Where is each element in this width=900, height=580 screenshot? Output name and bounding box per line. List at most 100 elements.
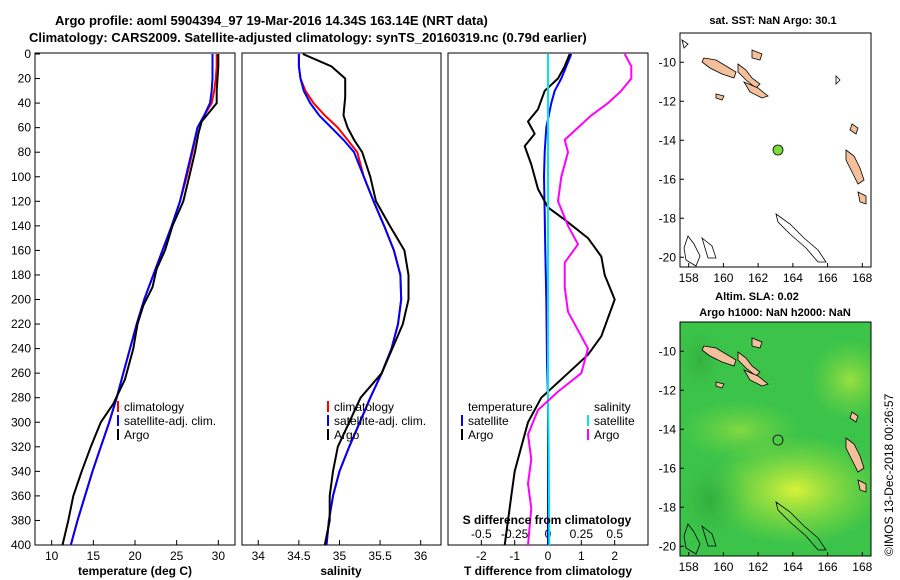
depth-tick-label: 380: [11, 513, 31, 527]
legend-salinity-satellite: satellite: [594, 414, 635, 428]
series-satellite-adj-clim-: [297, 54, 403, 546]
map-y-tick-label: -20: [659, 539, 677, 553]
x-tick-label: 1: [578, 549, 585, 563]
legend-temperature-argo: Argo: [468, 428, 494, 442]
x-tick-label: 10: [45, 549, 59, 563]
x-tick-label: 25: [170, 549, 184, 563]
s-tick-label: -0.5: [471, 527, 492, 541]
reef: [701, 524, 717, 547]
map-y-tick-label: -12: [659, 383, 677, 397]
map-y-tick-label: -10: [659, 55, 677, 69]
sla-low-region: [680, 450, 750, 550]
s-difference-label: S difference from climatology: [463, 513, 632, 527]
salinity-plot: 34 34.5 35 35.5 36: [252, 53, 428, 563]
series-salinity-satellite: [547, 54, 551, 546]
sst-map-land: [701, 49, 867, 205]
legend-satellite: satellite-adj. clim.: [334, 414, 426, 428]
depth-tick-label: 160: [11, 243, 31, 257]
x-tick-label: 15: [87, 549, 101, 563]
difference-xlabel: T difference from climatology: [464, 564, 632, 578]
map-x-tick-label: 166: [818, 271, 838, 285]
map-y-tick-label: -20: [659, 250, 677, 264]
map-y-tick-label: -14: [659, 422, 677, 436]
depth-tick-label: 100: [11, 170, 31, 184]
x-tick-label: 36: [414, 549, 428, 563]
reef: [683, 235, 701, 267]
depth-tick-label: 140: [11, 219, 31, 233]
island: [737, 351, 761, 377]
reef: [681, 39, 689, 49]
map-y-tick-label: -10: [659, 344, 677, 358]
island: [701, 57, 737, 79]
island: [743, 81, 769, 99]
map-x-tick-label: 164: [783, 271, 803, 285]
s-tick-label: 0.25: [570, 527, 594, 541]
island: [751, 49, 763, 61]
map-x-tick-label: 162: [748, 560, 768, 574]
salinity-legend: climatology satellite-adj. clim. Argo: [327, 400, 426, 442]
map-y-tick-label: -16: [659, 461, 677, 475]
legend-temperature-title: temperature: [468, 400, 533, 414]
x-tick-label: 35: [333, 549, 347, 563]
island: [845, 437, 865, 473]
depth-tick-label: 240: [11, 342, 31, 356]
sla-high-region: [680, 400, 800, 460]
legend-blue-swatch: [461, 415, 463, 426]
island: [743, 369, 769, 387]
legend-temperature-satellite: satellite: [468, 414, 509, 428]
legend-climatology: climatology: [124, 400, 184, 414]
island: [751, 337, 763, 349]
island: [849, 123, 859, 135]
sst-map-reefs: [681, 39, 841, 267]
legend-blue-swatch: [327, 415, 329, 426]
argo-position-marker-sla: [772, 434, 784, 446]
x-tick-label: 20: [128, 549, 142, 563]
map-y-tick-label: -14: [659, 133, 677, 147]
depth-tick-label: 300: [11, 415, 31, 429]
legend-cyan-swatch: [587, 415, 589, 426]
series-temperature-argo: [503, 53, 616, 546]
legend-salinity-title: salinity: [594, 400, 631, 414]
sla-map-frame: [679, 321, 872, 557]
map-x-tick-label: 160: [713, 560, 733, 574]
x-tick-label: 30: [212, 549, 226, 563]
legend-black-swatch: [327, 429, 329, 440]
s-tick-label: 0.5: [606, 527, 623, 541]
island: [701, 345, 737, 367]
title-line-1: Argo profile: aoml 5904394_97 19-Mar-201…: [55, 13, 488, 28]
legend-red-swatch: [327, 401, 329, 412]
island: [715, 93, 725, 101]
island: [715, 381, 725, 389]
island: [737, 63, 761, 89]
map-y-tick-label: -18: [659, 500, 677, 514]
map-y-tick-label: -16: [659, 172, 677, 186]
legend-climatology: climatology: [334, 400, 394, 414]
legend-red-swatch: [117, 401, 119, 412]
legend-black-swatch: [117, 429, 119, 440]
sla-high-region: [810, 340, 871, 420]
island: [857, 191, 867, 205]
island: [845, 149, 865, 185]
depth-tick-label: 20: [18, 72, 32, 86]
sst-map-title: sat. SST: NaN Argo: 30.1: [709, 15, 836, 27]
temperature-panel: [34, 52, 236, 546]
reef: [775, 501, 827, 551]
salinity-xlabel: salinity: [320, 564, 362, 578]
legend-argo: Argo: [124, 428, 150, 442]
title-line-2: Climatology: CARS2009. Satellite-adjuste…: [29, 30, 587, 45]
map-y-tick-label: -12: [659, 94, 677, 108]
temperature-xlabel: temperature (deg C): [78, 564, 192, 578]
depth-tick-label: 60: [18, 121, 32, 135]
reef: [683, 523, 701, 555]
depth-tick-label: 200: [11, 293, 31, 307]
depth-tick-label: 360: [11, 489, 31, 503]
sla-map-ticks: 158 160 162 164 166 168 -10 -12 -14 -16 -18 -20: [659, 344, 873, 574]
x-tick-label: 0: [545, 549, 552, 563]
depth-tick-labels: 0 20 40 60 80 100 120 140 160 180 200 220 240 260 280 3…: [11, 47, 31, 552]
depth-tick-label: 260: [11, 366, 31, 380]
sla-map-title-2: Argo h1000: NaN h2000: NaN: [699, 307, 851, 319]
map-y-tick-label: -18: [659, 211, 677, 225]
argo-position-marker: [772, 144, 784, 156]
